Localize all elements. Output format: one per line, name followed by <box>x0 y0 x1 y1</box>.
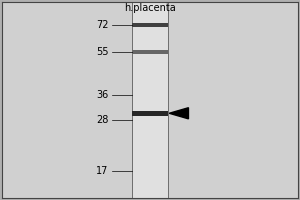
Polygon shape <box>169 108 188 119</box>
Text: 72: 72 <box>96 20 109 30</box>
Bar <box>132 50 168 54</box>
Text: 17: 17 <box>96 166 109 176</box>
Bar <box>132 23 168 27</box>
Text: 36: 36 <box>96 90 109 100</box>
Bar <box>132 2 168 198</box>
Bar <box>132 111 168 116</box>
Text: 28: 28 <box>96 115 109 125</box>
Text: 55: 55 <box>96 47 109 57</box>
Text: h.placenta: h.placenta <box>124 3 176 13</box>
